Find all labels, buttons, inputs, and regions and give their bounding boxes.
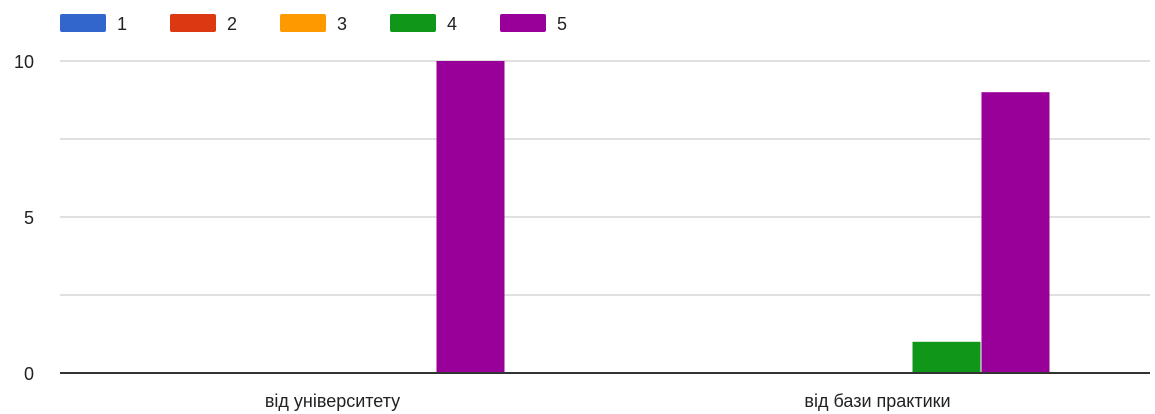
legend-label: 3 [337, 14, 347, 34]
legend-label: 4 [447, 14, 457, 34]
x-axis-category-labels: від університету від бази практики [265, 391, 951, 411]
legend-swatch-1 [60, 14, 106, 32]
legend-swatch-2 [170, 14, 216, 32]
legend-swatch-5 [500, 14, 546, 32]
legend-label: 1 [117, 14, 127, 34]
x-category-label: від університету [265, 391, 400, 411]
y-axis-ticks: 0 5 10 [14, 52, 34, 384]
y-tick-label: 0 [24, 364, 34, 384]
bar-series-4 [912, 341, 981, 373]
legend-label: 2 [227, 14, 237, 34]
y-tick-label: 5 [24, 208, 34, 228]
legend: 1 2 3 4 5 [60, 14, 567, 34]
gridlines [60, 60, 1150, 296]
bars [436, 61, 1050, 373]
legend-swatch-3 [280, 14, 326, 32]
x-category-label: від бази практики [804, 391, 950, 411]
y-tick-label: 10 [14, 52, 34, 72]
bar-series-5 [436, 61, 505, 373]
legend-swatch-4 [390, 14, 436, 32]
bar-series-5 [981, 92, 1050, 373]
legend-label: 5 [557, 14, 567, 34]
